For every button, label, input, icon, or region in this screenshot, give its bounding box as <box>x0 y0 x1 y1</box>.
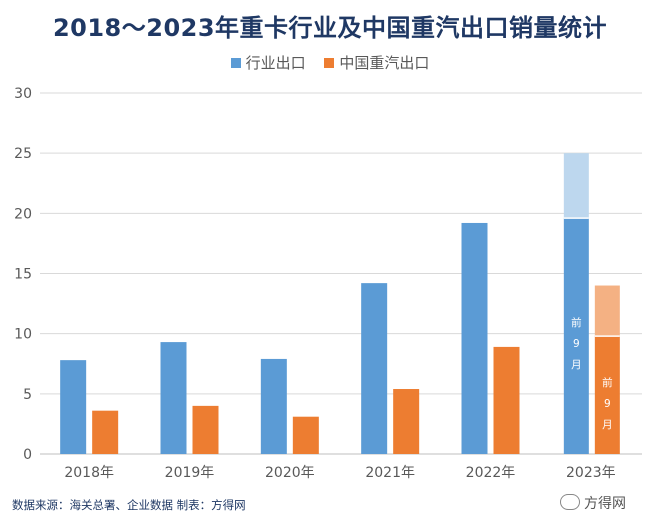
bar-sinotruk <box>292 416 319 454</box>
y-tick-label: 15 <box>14 267 32 283</box>
bar-industry <box>160 342 187 454</box>
y-tick-label: 10 <box>14 327 32 343</box>
chart-title: 2018～2023年重卡行业及中国重汽出口销量统计 <box>52 14 608 42</box>
legend: 行业出口 中国重汽出口 <box>0 52 660 73</box>
bar-industry <box>260 358 287 454</box>
x-tick-label: 2018年 <box>64 465 114 481</box>
legend-label-sinotruk: 中国重汽出口 <box>339 54 430 72</box>
x-tick-label: 2022年 <box>466 465 516 481</box>
bar-sinotruk <box>594 336 620 454</box>
y-tick-label: 30 <box>14 86 32 102</box>
legend-swatch-sinotruk <box>324 58 335 68</box>
bar-industry <box>60 360 87 454</box>
bar-industry-estimate <box>563 153 589 219</box>
watermark-label: 方得网 <box>584 496 626 512</box>
y-tick-label: 0 <box>23 447 32 463</box>
x-tick-label: 2019年 <box>165 465 215 481</box>
bar-sinotruk <box>393 389 420 454</box>
legend-label-industry: 行业出口 <box>245 54 306 72</box>
wechat-icon <box>560 494 580 510</box>
x-tick-label: 2023年 <box>566 465 616 481</box>
legend-item-industry: 行业出口 <box>230 52 306 73</box>
bar-sinotruk-estimate <box>594 285 620 337</box>
y-tick-label: 20 <box>14 206 32 222</box>
bar-industry <box>461 222 488 454</box>
bar-sinotruk <box>493 346 520 454</box>
bar-industry <box>361 283 388 454</box>
legend-swatch-industry <box>230 58 241 68</box>
legend-item-sinotruk: 中国重汽出口 <box>324 52 429 73</box>
y-tick-label: 25 <box>14 146 32 162</box>
y-tick-label: 5 <box>23 387 32 403</box>
x-tick-label: 2020年 <box>265 465 315 481</box>
x-tick-label: 2021年 <box>365 465 415 481</box>
watermark: 方得网 <box>560 493 626 513</box>
bar-sinotruk <box>192 405 219 454</box>
source-note: 数据来源：海关总署、企业数据 制表：方得网 <box>12 498 246 512</box>
bar-sinotruk <box>92 410 119 454</box>
bar-industry <box>563 218 589 454</box>
